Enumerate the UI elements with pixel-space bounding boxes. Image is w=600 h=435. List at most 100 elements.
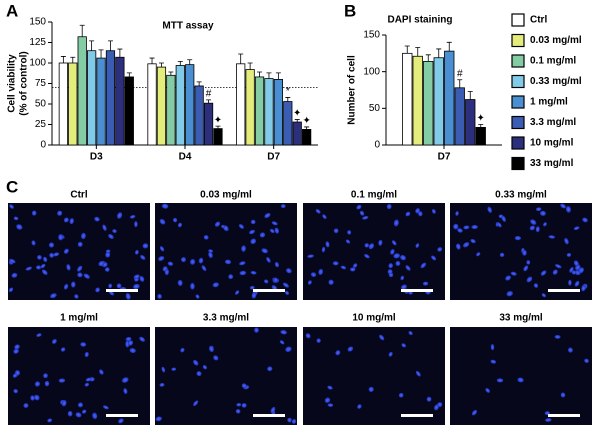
nucleus: [422, 281, 429, 286]
nucleus: [350, 267, 356, 272]
nucleus: [58, 234, 64, 241]
nucleus: [47, 418, 53, 423]
nucleus: [529, 225, 535, 231]
nucleus: [431, 255, 437, 261]
nucleus: [526, 276, 533, 283]
nucleus: [584, 358, 589, 363]
nucleus: [368, 386, 374, 392]
scale-bar: [548, 414, 580, 417]
nucleus: [463, 242, 470, 248]
bar: [77, 36, 87, 146]
error-bar: [304, 126, 310, 130]
nucleus: [171, 367, 177, 371]
nucleus: [239, 261, 246, 266]
micrograph-background: [303, 327, 445, 425]
nucleus: [335, 350, 341, 356]
nucleus: [273, 277, 278, 283]
nucleus: [8, 287, 14, 293]
nucleus: [327, 403, 334, 407]
nucleus: [14, 344, 20, 350]
nucleus: [279, 340, 285, 345]
error-bar: [168, 71, 174, 76]
bar: [236, 63, 246, 146]
nucleus: [505, 275, 511, 281]
x-tick-label: D7: [438, 152, 451, 163]
nucleus: [568, 279, 572, 286]
nucleus: [540, 210, 546, 216]
bar: [124, 76, 134, 146]
nucleus: [501, 215, 506, 222]
y-tick-label: 0: [374, 140, 380, 151]
y-axis-label: (% of control): [19, 51, 30, 115]
nucleus: [43, 256, 48, 262]
nucleus: [573, 260, 579, 267]
nucleus: [327, 385, 333, 390]
nucleus: [164, 269, 169, 276]
nucleus: [328, 279, 334, 285]
nucleus: [239, 270, 247, 276]
bar: [423, 61, 434, 146]
chart-title: MTT assay: [162, 21, 214, 32]
nucleus: [274, 227, 279, 234]
bar: [68, 62, 78, 146]
nucleus: [35, 265, 42, 270]
nucleus: [387, 269, 393, 275]
nucleus: [535, 207, 542, 212]
nucleus: [81, 409, 87, 414]
nucleus: [155, 416, 162, 422]
image-label: 0.33 mg/ml: [495, 190, 547, 201]
error-bar: [89, 40, 95, 51]
nucleus: [61, 400, 67, 407]
nucleus: [51, 339, 57, 344]
nucleus: [159, 382, 165, 387]
nucleus: [212, 282, 219, 288]
nucleus: [134, 221, 138, 228]
nucleus: [266, 256, 271, 263]
bar: [433, 57, 444, 146]
nucleus: [63, 217, 69, 223]
error-bar: [107, 40, 113, 51]
y-tick-label: 100: [363, 66, 380, 77]
nucleus: [470, 238, 476, 244]
nucleus: [490, 359, 497, 364]
nucleus: [180, 347, 185, 353]
nucleus: [569, 266, 574, 273]
nucleus: [41, 269, 48, 275]
micrograph-background: [450, 203, 592, 300]
nucleus: [526, 260, 531, 265]
panel-label: B: [344, 1, 356, 20]
bar: [166, 74, 176, 146]
nucleus: [307, 254, 314, 258]
micrograph: [303, 327, 445, 425]
image-label: 0.03 mg/ml: [200, 190, 252, 201]
nucleus: [574, 280, 580, 287]
error-bar: [257, 71, 263, 77]
nucleus: [167, 261, 174, 266]
nucleus: [496, 378, 504, 383]
annotation: *: [286, 86, 290, 97]
error-bar: [117, 48, 123, 58]
nucleus: [31, 240, 36, 246]
nucleus: [127, 340, 134, 346]
x-tick-label: D4: [179, 152, 192, 163]
error-bar: [149, 57, 155, 64]
nucleus: [325, 241, 330, 248]
scale-bar: [106, 414, 138, 417]
nucleus: [69, 218, 74, 225]
nucleus: [540, 270, 547, 276]
nucleus: [13, 348, 19, 354]
nucleus: [84, 382, 90, 387]
bar: [245, 69, 255, 146]
nucleus: [241, 383, 247, 389]
y-tick-label: 125: [29, 37, 46, 48]
legend-swatch: [511, 156, 525, 171]
nucleus: [108, 283, 113, 289]
bar: [115, 56, 125, 146]
nucleus: [560, 203, 566, 209]
bar: [175, 65, 185, 146]
nucleus: [437, 247, 443, 252]
nucleus: [202, 365, 208, 370]
nucleus: [57, 210, 63, 216]
nucleus: [236, 403, 242, 407]
nucleus: [172, 217, 178, 223]
